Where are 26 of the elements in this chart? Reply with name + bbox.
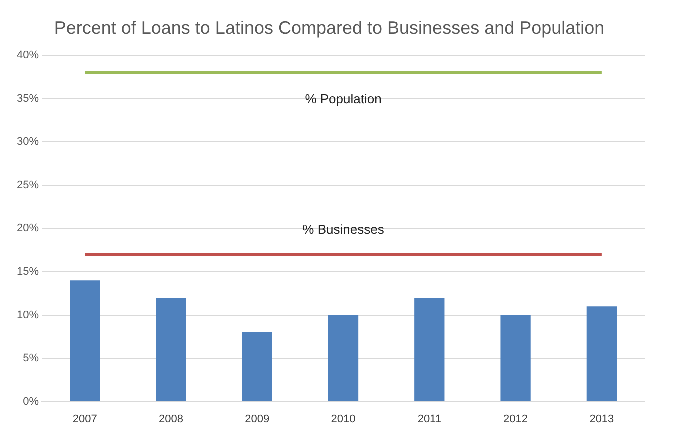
chart-title: Percent of Loans to Latinos Compared to Businesses and Population [54,18,605,38]
x-tick-label: 2013 [590,413,614,426]
x-tick-label: 2010 [331,413,356,426]
y-tick-label: 10% [16,309,40,322]
x-tick-label: 2012 [504,413,528,426]
x-tick-label: 2008 [158,413,184,426]
bar [242,332,272,402]
y-tick-label: 15% [16,266,40,278]
y-tick-label: 35% [16,92,40,105]
y-tick-label: 0% [23,396,40,408]
bar [500,315,531,402]
x-tick-label: 2011 [418,413,442,426]
x-tick-label: 2009 [245,413,270,426]
y-tick-label: 40% [16,50,40,62]
bar [414,298,445,402]
series-label: % Population [305,91,382,106]
y-tick-label: 25% [16,179,40,192]
bar [586,306,618,402]
bar [70,280,100,402]
x-tick-label: 2007 [72,413,98,426]
bar [328,315,359,402]
bar [156,298,186,402]
y-tick-label: 20% [16,222,40,235]
y-tick-label: 30% [16,136,40,148]
series-label: % Businesses [302,222,385,238]
y-tick-label: 5% [23,352,40,365]
